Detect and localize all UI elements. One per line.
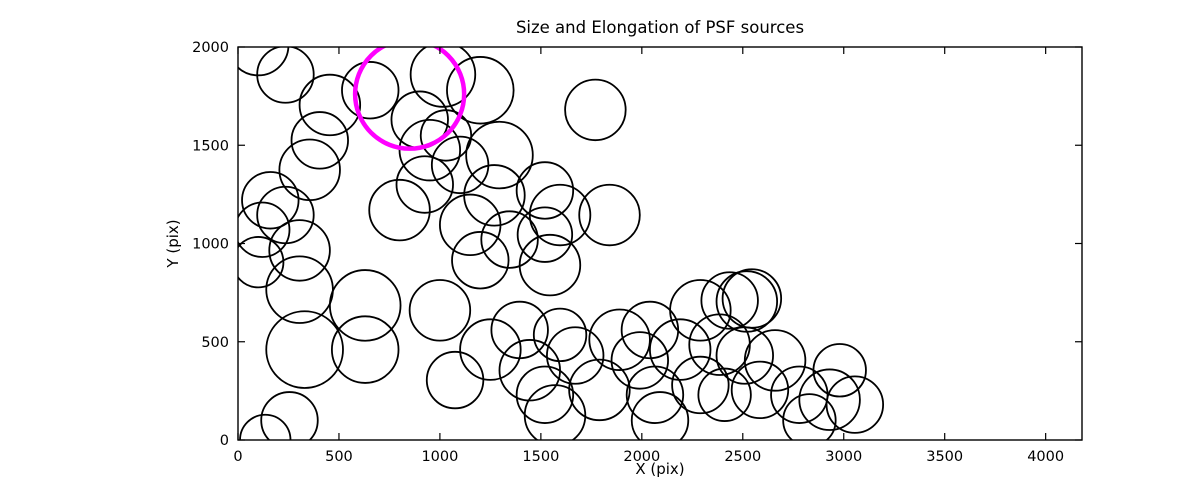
psf-source-circle [523,384,587,440]
psf-source-circle [260,391,319,440]
psf-source-circle [439,193,502,257]
x-tick-label: 3500 [926,449,963,465]
psf-source-circle [564,78,627,142]
y-tick-label: 0 [220,433,229,449]
psf-source-circle [330,315,400,384]
psf-source-circle [825,375,885,434]
psf-source-circle [238,236,285,289]
psf-source-circle [630,391,690,440]
psf-source-circle [671,355,730,415]
psf-source-circle [700,271,759,330]
psf-source-circle [409,47,477,108]
psf-source-circle [451,231,510,290]
psf-source-circle [459,318,522,381]
psf-source-circle [265,310,344,389]
psf-source-circle [610,331,669,390]
psf-source-circle [743,329,807,392]
x-axis-label: X (pix) [635,460,684,478]
y-tick-label: 1500 [192,138,229,154]
psf-source-circle [238,201,291,258]
y-axis-label: Y (pix) [164,219,182,268]
psf-source-circle [532,307,588,363]
psf-source-circle [268,219,331,282]
psf-source-circle [480,210,539,269]
y-tick-label: 2000 [192,40,229,56]
plot-title: Size and Elongation of PSF sources [516,18,804,37]
axis-box [237,46,1083,441]
psf-source-circle [256,47,315,104]
psf-source-circle [238,47,290,77]
x-tick-label: 1500 [522,449,559,465]
psf-source-circle [546,326,605,385]
psf-source-circle [341,61,400,120]
psf-source-circle [241,171,300,230]
x-tick-label: 4000 [1027,449,1064,465]
x-tick-label: 1000 [421,449,458,465]
psf-source-circle [419,109,473,162]
psf-source-circle [298,73,362,137]
x-tick-label: 2000 [623,449,660,465]
psf-source-circle [395,155,454,214]
psf-source-circle [446,56,515,125]
plot-area [238,47,1082,440]
highlighted-psf-source-circle [352,47,467,151]
psf-source-circle [465,120,534,190]
axis-ticks-group: 0 500 1000 1500 2000 2500 3000 3500 4000 0 500 1000… [192,40,1082,465]
psf-source-circle [730,360,790,420]
y-tick-label: 500 [201,335,229,351]
psf-source-circle [649,318,712,381]
psf-source-circle [516,206,574,263]
psf-source-circle [490,300,549,360]
psf-source-circle [239,413,292,440]
psf-source-circle [425,350,485,410]
psf-source-circle [782,393,837,440]
psf-circles-group [238,47,885,440]
psf-source-circle [398,118,462,182]
psf-source-circle [515,365,575,424]
psf-source-circle [368,178,431,242]
psf-source-circle [328,269,402,342]
psf-source-circle [528,183,592,247]
psf-source-circle [715,326,774,385]
psf-source-circle [515,161,575,220]
psf-source-circle [669,279,732,342]
psf-source-circle [588,308,651,371]
psf-source-circle [290,111,349,170]
psf-source-circle [697,367,752,422]
psf-source-circle [798,368,861,431]
psf-source-circle [578,183,641,247]
psf-source-circle [812,343,867,398]
y-tick-label: 1000 [192,237,229,253]
psf-source-circle [518,233,582,297]
psf-source-circle [568,358,631,422]
x-tick-label: 3000 [825,449,862,465]
x-tick-label: 2500 [724,449,761,465]
x-tick-label: 0 [233,449,242,465]
psf-source-circle [408,279,472,342]
x-tick-label: 500 [325,449,353,465]
